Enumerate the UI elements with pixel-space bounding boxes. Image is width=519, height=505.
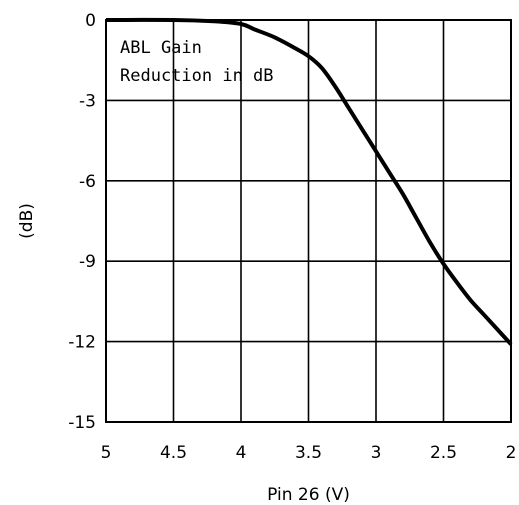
series-line — [105, 17, 513, 346]
grid — [106, 20, 511, 422]
x-tick-label: 4.5 — [160, 443, 187, 463]
x-tick-label: 2.5 — [430, 443, 457, 463]
x-tick-label: 4 — [236, 443, 247, 463]
tick-labels: 5 4.5 4 3.5 3 2.5 2 0 -3 -6 -9 -12 -15 — [68, 11, 516, 463]
y-axis-label: (dB) — [17, 203, 37, 239]
x-tick-label: 2 — [506, 443, 517, 463]
x-tick-label: 3.5 — [295, 443, 322, 463]
plot-frame — [105, 19, 512, 423]
y-tick-label: -15 — [68, 413, 96, 433]
y-tick-label: -3 — [79, 91, 96, 111]
x-axis-label: Pin 26 (V) — [267, 485, 350, 505]
y-tick-label: -6 — [79, 172, 96, 192]
x-tick-label: 3 — [371, 443, 382, 463]
annotation-line-2: Reduction in dB — [120, 66, 274, 86]
y-tick-label: -12 — [68, 333, 96, 353]
y-tick-label: 0 — [85, 11, 96, 31]
x-tick-label: 5 — [101, 443, 112, 463]
series-layer — [105, 17, 513, 346]
y-tick-label: -9 — [79, 252, 96, 272]
annotation-line-1: ABL Gain — [120, 38, 202, 58]
